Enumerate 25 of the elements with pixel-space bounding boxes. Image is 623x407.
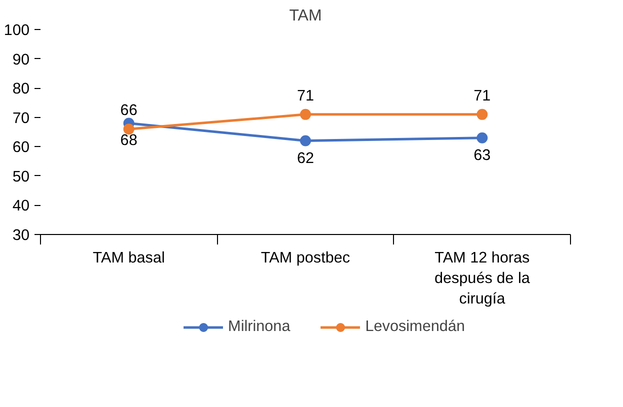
y-tick-label: 90 — [12, 51, 30, 68]
y-tick-label: 70 — [12, 110, 30, 127]
y-tick-label: 40 — [12, 198, 30, 215]
point — [300, 108, 311, 120]
y-tick-label: 50 — [12, 168, 30, 186]
chart-title: TAM — [289, 8, 322, 24]
y-tick-label: 60 — [12, 139, 30, 156]
x-tick-label: TAM basal — [92, 250, 165, 266]
data-label: 71 — [296, 87, 314, 104]
data-label: 66 — [120, 102, 138, 120]
data-label: 63 — [474, 146, 491, 164]
y-tick-label: 30 — [12, 227, 30, 244]
y-tick-label: 80 — [12, 80, 30, 98]
point — [476, 108, 488, 120]
x-tick-label: TAM postbec — [260, 250, 350, 266]
point — [123, 124, 134, 135]
point — [300, 135, 311, 146]
point — [476, 132, 488, 144]
data-label: 62 — [296, 150, 314, 167]
legend-label: Milrinona — [228, 318, 290, 336]
legend-label: Levosimendán — [365, 318, 465, 336]
y-tick-label: 100 — [4, 22, 30, 39]
data-label: 68 — [120, 132, 138, 150]
x-tick-label: TAM 12 horas después de la cirugía — [434, 250, 530, 308]
data-label: 71 — [474, 87, 491, 104]
